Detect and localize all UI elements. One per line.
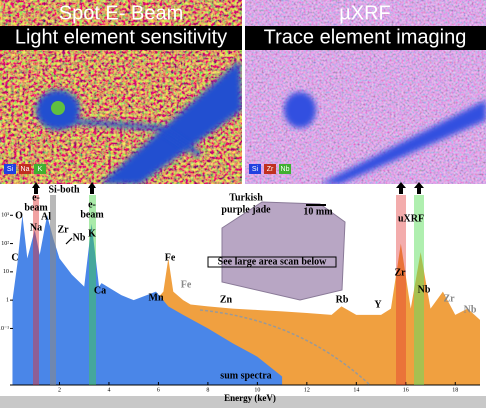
legend-label: Si	[7, 166, 14, 173]
annotation: purple jade	[221, 204, 271, 215]
panel-title: µXRF	[339, 2, 391, 24]
panel-subtitle: Light element sensitivity	[15, 26, 227, 48]
annotation: K	[88, 228, 96, 239]
annotation: Nb	[73, 232, 86, 243]
x-tick-label: 10	[254, 387, 260, 393]
x-tick-label: 12	[304, 387, 310, 393]
y-tick-label: 10	[3, 269, 9, 275]
annotation: Nb	[418, 284, 431, 295]
annotation: O	[15, 210, 23, 221]
annotation: Nb	[464, 304, 477, 315]
plot: 2 4 6 8 10 12 14 16 18 10³ 10² 10 1 10⁻¹	[0, 213, 480, 393]
y-tick-label: 1	[6, 298, 9, 304]
annotation: Ca	[94, 285, 106, 296]
overlay	[32, 182, 424, 386]
panel-title: Spot E- Beam	[59, 2, 184, 24]
annotation: Zn	[220, 294, 233, 305]
annotation: sum spectra	[220, 370, 271, 381]
annotation: Mn	[149, 292, 164, 303]
annotation: Al	[41, 211, 51, 222]
y-tick-label: 10⁻¹	[0, 326, 9, 332]
annotation: Fe	[181, 279, 192, 290]
annotation: e-	[88, 199, 96, 210]
annotation: Zr	[57, 224, 69, 235]
x-tick-label: 16	[403, 387, 409, 393]
divider	[242, 0, 245, 184]
legend-label: Nb	[281, 166, 290, 173]
legend-label: Si	[252, 166, 259, 173]
legend-label: K	[38, 166, 43, 173]
annotation: beam	[80, 209, 104, 220]
y-tick-label: 10³	[1, 213, 9, 219]
annotation: 10 mm	[303, 206, 333, 217]
x-tick-label: 14	[353, 387, 359, 393]
annotation: Si-both	[48, 184, 80, 195]
annotation: Y	[374, 299, 382, 310]
legend-label: Na	[21, 166, 30, 173]
xrf-map	[245, 0, 486, 184]
annotation: Zr	[394, 267, 406, 278]
y-tick-label: 10²	[1, 241, 9, 247]
annotation: beam	[24, 202, 48, 213]
x-tick-label: 2	[58, 387, 61, 393]
x-axis-label: Energy (keV)	[224, 393, 276, 403]
ebeam-map	[0, 0, 242, 184]
annotation: Rb	[336, 294, 349, 305]
annotation: Turkish	[229, 192, 263, 203]
annotation: Fe	[165, 252, 176, 263]
x-tick-label: 18	[452, 387, 458, 393]
x-tick-label: 8	[206, 387, 209, 393]
map-legend	[4, 164, 291, 174]
legend-label: Zr	[267, 166, 274, 173]
spectrum-area	[12, 215, 283, 385]
panel-subtitle: Trace element imaging	[264, 26, 467, 48]
annotation: See large area scan below	[218, 256, 327, 267]
x-tick-label: 6	[157, 387, 160, 393]
bottom-bar	[0, 396, 486, 408]
annotation: uXRF	[398, 213, 424, 224]
x-tick-label: 4	[107, 387, 110, 393]
annotation: Na	[30, 222, 42, 233]
annotation: Zr	[443, 293, 455, 304]
annotation: e-	[32, 192, 40, 203]
annotation: C	[11, 252, 18, 263]
